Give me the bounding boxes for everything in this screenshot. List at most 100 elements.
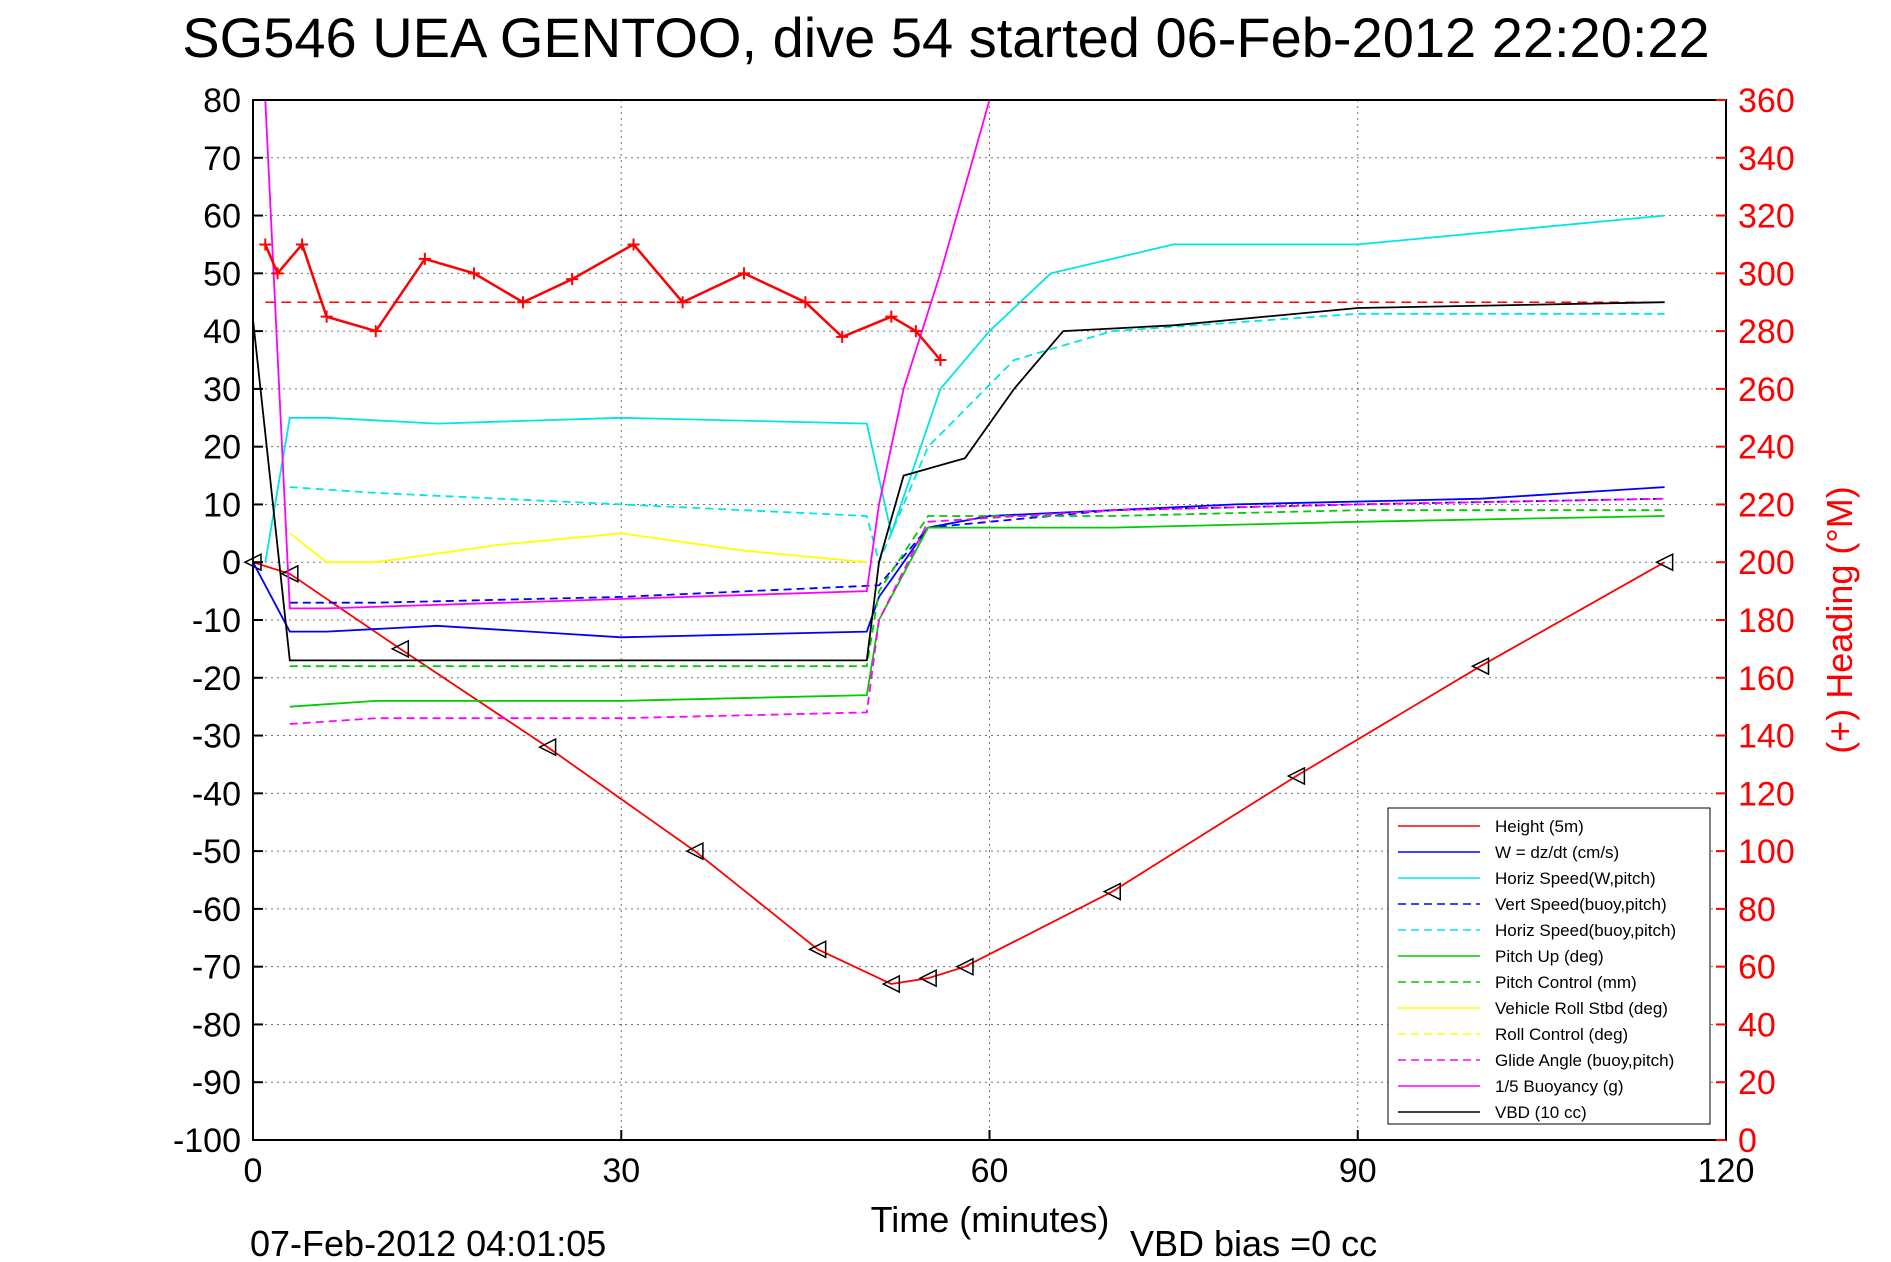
legend-label: Vert Speed(buoy,pitch)	[1495, 895, 1667, 914]
footer-vbd-bias: VBD bias =0 cc	[1130, 1223, 1377, 1262]
heading-point	[566, 273, 579, 286]
series-vert-speed-buoy-pitch	[289, 497, 1665, 604]
height-marker	[1470, 657, 1490, 676]
series-1-5-buoyancy-g	[264, 99, 991, 610]
left-tick-label: -50	[192, 833, 241, 871]
legend-label: Horiz Speed(buoy,pitch)	[1495, 921, 1676, 940]
x-tick-label: 60	[971, 1152, 1009, 1190]
right-tick-label: 0	[1738, 1122, 1757, 1160]
heading-point	[418, 252, 431, 265]
height-marker	[537, 737, 557, 757]
right-tick-label: 120	[1738, 775, 1795, 813]
series-vehicle-roll-stbd-deg	[289, 532, 867, 564]
right-tick-label: 200	[1738, 544, 1795, 582]
height-marker	[1102, 882, 1121, 901]
right-tick-label: 60	[1738, 949, 1776, 987]
heading-point	[934, 354, 947, 366]
heading-point	[885, 310, 898, 323]
left-tick-label: 30	[203, 371, 241, 409]
legend-label: Vehicle Roll Stbd (deg)	[1495, 999, 1668, 1018]
heading-point	[369, 325, 382, 338]
left-tick-label: 10	[203, 486, 241, 524]
legend-label: Pitch Control (mm)	[1495, 973, 1637, 992]
heading-point	[738, 267, 750, 280]
heading-point	[799, 296, 812, 309]
height-marker	[685, 841, 704, 861]
left-axis: 80 70 60 50 40 30 20 10 0 -10 -20 -30 -40 -50 -60 -70 -8…	[173, 82, 263, 1160]
series-glide-angle-buoy-pitch	[289, 497, 1665, 725]
series-group	[243, 99, 1674, 994]
legend-label: 1/5 Buoyancy (g)	[1495, 1077, 1624, 1096]
legend-box	[1387, 807, 1711, 1125]
left-tick-label: 50	[203, 255, 241, 293]
x-axis-label: Time (minutes)	[871, 1199, 1110, 1240]
series-pitch-control-mm	[289, 509, 1665, 668]
right-tick-label: 40	[1738, 1006, 1776, 1044]
x-tick-label: 90	[1339, 1152, 1377, 1190]
left-tick-label: -100	[173, 1122, 241, 1160]
height-marker	[807, 940, 827, 959]
left-tick-label: 20	[203, 429, 241, 467]
height-marker	[390, 639, 410, 659]
height-marker	[918, 969, 937, 988]
left-tick-label: 60	[203, 198, 241, 236]
right-tick-label: 360	[1738, 82, 1795, 120]
legend-label: Glide Angle (buoy,pitch)	[1495, 1051, 1674, 1070]
left-tick-label: -60	[192, 891, 241, 929]
left-tick-label: -30	[192, 718, 241, 756]
legend-label: Roll Control (deg)	[1495, 1025, 1628, 1044]
heading-point	[467, 267, 480, 280]
x-axis: 0 30 60 90 120	[244, 1130, 1755, 1190]
heading-point	[627, 238, 640, 251]
left-tick-label: 40	[203, 313, 241, 351]
left-tick-label: -90	[192, 1064, 241, 1102]
right-tick-label: 220	[1738, 486, 1795, 524]
right-tick-label: 160	[1738, 660, 1795, 698]
left-tick-label: 80	[203, 82, 241, 120]
heading-point	[296, 238, 309, 251]
x-tick-label: 120	[1698, 1152, 1755, 1190]
left-tick-label: 0	[222, 544, 241, 582]
heading-point	[836, 330, 849, 343]
chart-title: SG546 UEA GENTOO, dive 54 started 06-Feb…	[182, 6, 1709, 69]
right-axis: 3603403203002802602402202001801601401201…	[1716, 82, 1795, 1160]
heading-point	[320, 310, 333, 323]
right-tick-label: 300	[1738, 255, 1795, 293]
x-tick-label: 0	[244, 1152, 263, 1190]
height-marker	[881, 974, 901, 994]
footer-end-time: 07-Feb-2012 04:01:05	[250, 1223, 606, 1262]
legend-label: Pitch Up (deg)	[1495, 947, 1604, 966]
x-tick-label: 30	[602, 1152, 640, 1190]
height-marker	[955, 957, 974, 976]
heading-point	[676, 296, 689, 309]
heading-point	[259, 238, 272, 251]
right-tick-label: 340	[1738, 140, 1795, 178]
legend: Height (5m) W = dz/dt (cm/s) Horiz Speed(W…	[1387, 807, 1711, 1125]
series-horiz-speed-buoy-pitch	[289, 312, 1665, 565]
right-axis-label: (+) Heading (°M)	[1819, 486, 1860, 753]
left-tick-label: 70	[203, 140, 241, 178]
series-height-5m	[252, 561, 1666, 985]
left-tick-label: -20	[192, 660, 241, 698]
right-tick-label: 260	[1738, 371, 1795, 409]
heading-point	[517, 296, 530, 309]
heading-point	[271, 267, 284, 280]
legend-label: Height (5m)	[1495, 817, 1584, 836]
right-tick-label: 320	[1738, 198, 1795, 236]
right-tick-label: 180	[1738, 602, 1795, 640]
right-tick-label: 240	[1738, 429, 1795, 467]
height-marker	[280, 564, 299, 583]
right-tick-label: 100	[1738, 833, 1795, 871]
height-marker	[1286, 766, 1306, 786]
right-tick-label: 140	[1738, 718, 1795, 756]
left-tick-label: -10	[192, 602, 241, 640]
height-marker	[1654, 553, 1674, 572]
series-vbd-10-cc	[252, 301, 1665, 662]
left-tick-label: -40	[192, 775, 241, 813]
right-tick-label: 20	[1738, 1064, 1776, 1102]
heading-point	[909, 325, 922, 338]
legend-label: W = dz/dt (cm/s)	[1495, 843, 1619, 862]
right-tick-label: 280	[1738, 313, 1795, 351]
legend-label: VBD (10 cc)	[1495, 1103, 1587, 1122]
left-tick-label: -80	[192, 1006, 241, 1044]
